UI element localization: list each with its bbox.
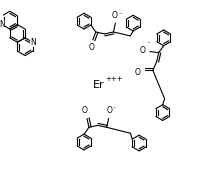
Text: +++: +++ [106, 76, 123, 82]
Text: ⁻: ⁻ [118, 12, 122, 18]
Text: N: N [0, 20, 5, 29]
Text: O: O [82, 106, 88, 114]
Text: N: N [30, 38, 36, 47]
Text: O: O [107, 106, 113, 114]
Text: ⁻: ⁻ [146, 42, 150, 48]
Text: ⁻: ⁻ [113, 107, 116, 113]
Text: O: O [89, 43, 95, 52]
Text: O: O [140, 46, 146, 55]
Text: O: O [134, 68, 140, 77]
Text: O: O [112, 11, 117, 20]
Text: Er: Er [93, 80, 105, 90]
